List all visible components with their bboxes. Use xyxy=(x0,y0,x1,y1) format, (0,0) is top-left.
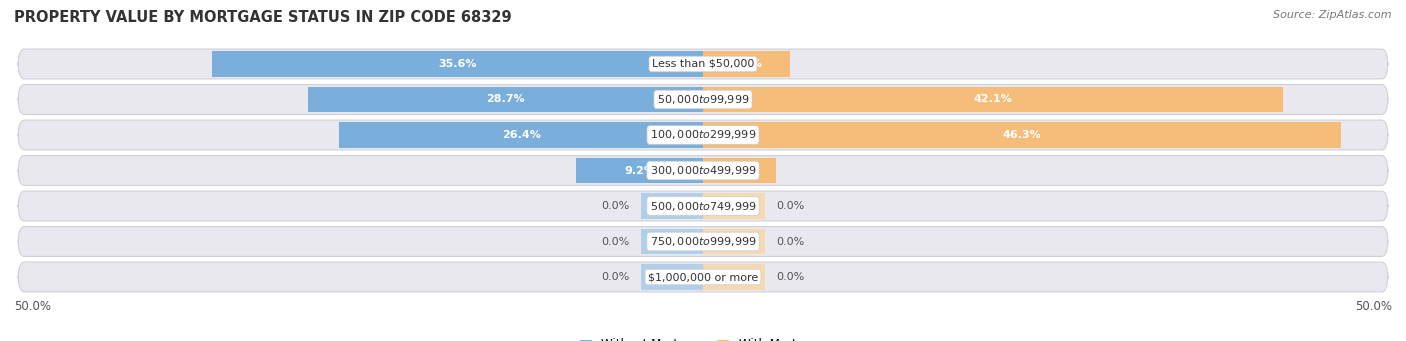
Bar xyxy=(703,158,776,183)
FancyBboxPatch shape xyxy=(18,49,1388,79)
Text: 26.4%: 26.4% xyxy=(502,130,540,140)
FancyBboxPatch shape xyxy=(18,120,1388,150)
Text: $50,000 to $99,999: $50,000 to $99,999 xyxy=(657,93,749,106)
Text: 0.0%: 0.0% xyxy=(602,201,630,211)
Bar xyxy=(576,158,703,183)
Bar xyxy=(703,87,1284,112)
Text: Less than $50,000: Less than $50,000 xyxy=(652,59,754,69)
Text: 6.3%: 6.3% xyxy=(731,59,762,69)
Bar xyxy=(641,264,703,290)
Text: 5.3%: 5.3% xyxy=(724,165,755,176)
Text: $500,000 to $749,999: $500,000 to $749,999 xyxy=(650,199,756,212)
Bar xyxy=(641,193,703,219)
Bar xyxy=(641,229,703,254)
Text: 28.7%: 28.7% xyxy=(486,94,524,104)
Text: Source: ZipAtlas.com: Source: ZipAtlas.com xyxy=(1274,10,1392,20)
Text: 0.0%: 0.0% xyxy=(602,272,630,282)
FancyBboxPatch shape xyxy=(18,226,1388,256)
Bar xyxy=(339,122,703,148)
FancyBboxPatch shape xyxy=(18,262,1388,292)
Text: 9.2%: 9.2% xyxy=(624,165,655,176)
Text: 50.0%: 50.0% xyxy=(1355,300,1392,313)
Text: $1,000,000 or more: $1,000,000 or more xyxy=(648,272,758,282)
Bar xyxy=(703,264,765,290)
FancyBboxPatch shape xyxy=(18,155,1388,186)
FancyBboxPatch shape xyxy=(18,85,1388,115)
Text: 35.6%: 35.6% xyxy=(439,59,477,69)
FancyBboxPatch shape xyxy=(18,191,1388,221)
Text: 0.0%: 0.0% xyxy=(602,237,630,247)
Bar xyxy=(703,193,765,219)
Text: 0.0%: 0.0% xyxy=(776,272,804,282)
Text: 42.1%: 42.1% xyxy=(974,94,1012,104)
Text: 50.0%: 50.0% xyxy=(14,300,51,313)
Bar xyxy=(703,51,790,77)
Text: PROPERTY VALUE BY MORTGAGE STATUS IN ZIP CODE 68329: PROPERTY VALUE BY MORTGAGE STATUS IN ZIP… xyxy=(14,10,512,25)
Text: $300,000 to $499,999: $300,000 to $499,999 xyxy=(650,164,756,177)
Text: 46.3%: 46.3% xyxy=(1002,130,1042,140)
Text: 0.0%: 0.0% xyxy=(776,237,804,247)
Bar xyxy=(308,87,703,112)
Bar xyxy=(703,122,1341,148)
Bar xyxy=(212,51,703,77)
Bar xyxy=(703,229,765,254)
Text: $750,000 to $999,999: $750,000 to $999,999 xyxy=(650,235,756,248)
Legend: Without Mortgage, With Mortgage: Without Mortgage, With Mortgage xyxy=(581,338,825,341)
Text: 0.0%: 0.0% xyxy=(776,201,804,211)
Text: $100,000 to $299,999: $100,000 to $299,999 xyxy=(650,129,756,142)
